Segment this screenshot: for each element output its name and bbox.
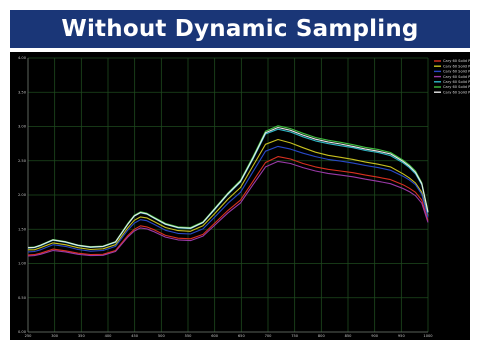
x-tick-label: 900 — [371, 334, 379, 338]
x-tick-label: 550 — [185, 334, 193, 338]
legend-label-6: Cary 60 Solid Position 6 — [443, 85, 470, 89]
y-tick-label: 3.00 — [18, 125, 27, 129]
y-tick-label: 3.50 — [18, 90, 27, 94]
x-tick-label: 950 — [398, 334, 406, 338]
series-line-3 — [27, 145, 429, 253]
series-line-7 — [27, 126, 429, 249]
x-tick-label: 850 — [345, 334, 353, 338]
x-tick-label: 250 — [25, 334, 33, 338]
x-tick-label: 700 — [265, 334, 273, 338]
legend-label-2: Cary 60 Solid Position 2 — [443, 64, 470, 68]
y-tick-label: 2.00 — [18, 193, 27, 197]
y-tick-label: 1.00 — [18, 262, 27, 266]
x-tick-label: 350 — [78, 334, 86, 338]
chart-banner-title: Without Dynamic Sampling — [10, 10, 470, 48]
y-tick-label: 2.50 — [18, 159, 27, 163]
y-tick-label: 1.50 — [18, 227, 27, 231]
x-tick-label: 1000 — [423, 334, 433, 338]
x-tick-label: 400 — [105, 334, 113, 338]
legend-label-1: Cary 60 Solid Position 1 — [443, 59, 470, 63]
spectra-line-chart: 0.00 0.50 1.00 1.50 2.00 2.50 3.00 3.50 4.00 250 3… — [18, 56, 470, 338]
legend-label-5: Cary 60 Solid Position 5 — [443, 80, 470, 84]
y-tick-label: 0.00 — [18, 330, 27, 334]
x-tick-label: 800 — [318, 334, 326, 338]
series-line-4 — [27, 160, 429, 257]
x-tick-label: 650 — [238, 334, 246, 338]
legend-label-4: Cary 60 Solid Position 4 — [443, 75, 470, 79]
series-line-1 — [27, 156, 429, 256]
legend-label-3: Cary 60 Solid Position 3 — [443, 70, 470, 74]
series-line-5 — [27, 128, 429, 249]
y-tick-label: 0.50 — [18, 296, 27, 300]
series-line-2 — [28, 138, 429, 251]
x-tick-label: 450 — [131, 334, 139, 338]
y-tick-label: 4.00 — [18, 56, 27, 60]
plot-area: 0.00 0.50 1.00 1.50 2.00 2.50 3.00 3.50 4.00 250 3… — [10, 52, 470, 340]
x-tick-label: 500 — [158, 334, 166, 338]
x-tick-label: 600 — [211, 334, 219, 338]
legend-label-7: Cary 60 Solid Position 7 — [443, 90, 470, 94]
x-tick-label: 300 — [51, 334, 59, 338]
x-tick-label: 750 — [291, 334, 299, 338]
